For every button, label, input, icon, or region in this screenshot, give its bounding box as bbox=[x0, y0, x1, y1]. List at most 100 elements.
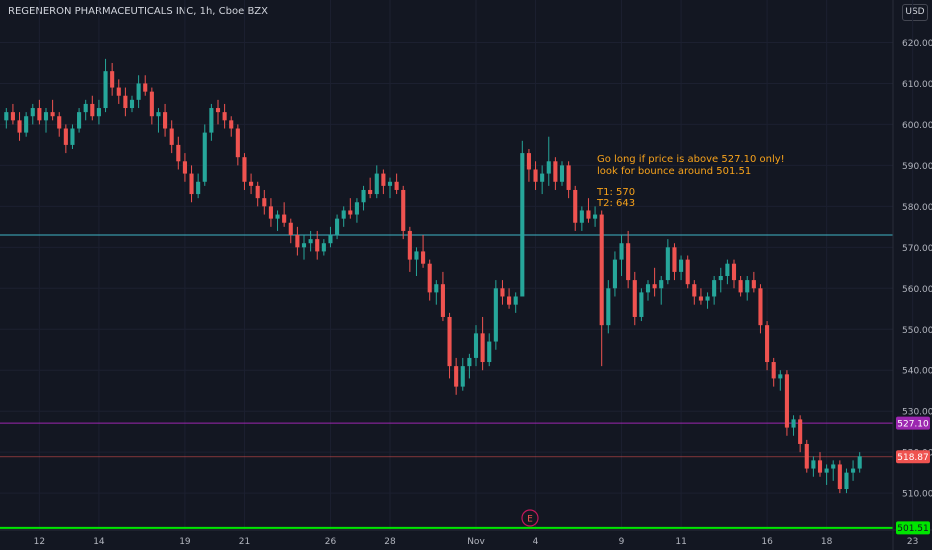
candle-body bbox=[619, 243, 624, 260]
candle-body bbox=[718, 276, 723, 281]
candle bbox=[215, 99, 221, 125]
candle bbox=[705, 292, 710, 309]
candle-body bbox=[50, 112, 55, 117]
candle-body bbox=[645, 284, 651, 293]
candle-body bbox=[824, 468, 829, 473]
candle-body bbox=[354, 202, 359, 215]
annotation-target2: T2: 643 bbox=[596, 198, 635, 209]
x-tick-label: 9 bbox=[619, 537, 625, 547]
candle bbox=[123, 87, 128, 117]
candle bbox=[619, 235, 624, 276]
x-tick-label: 16 bbox=[761, 537, 773, 547]
candle bbox=[758, 284, 763, 334]
candle bbox=[176, 136, 181, 170]
candle-body bbox=[295, 235, 300, 248]
candle-body bbox=[17, 120, 22, 133]
candle bbox=[288, 218, 293, 244]
candle-body bbox=[136, 83, 141, 100]
candle-body bbox=[705, 296, 710, 301]
candle-body bbox=[665, 247, 670, 281]
candle bbox=[169, 120, 174, 154]
candle-body bbox=[235, 128, 240, 158]
candle-body bbox=[414, 251, 419, 260]
candle-body bbox=[37, 108, 42, 121]
candle-body bbox=[249, 181, 254, 186]
candle-body bbox=[275, 214, 280, 219]
earnings-marker[interactable]: E bbox=[521, 509, 539, 527]
candle bbox=[553, 157, 558, 190]
candle bbox=[824, 464, 829, 485]
candle-body bbox=[83, 103, 88, 113]
candle bbox=[136, 75, 141, 109]
candle-body bbox=[268, 206, 273, 219]
candle bbox=[43, 108, 49, 133]
candle-body bbox=[434, 284, 439, 293]
candle-body bbox=[672, 247, 677, 272]
candle bbox=[579, 206, 584, 231]
x-tick-label: 18 bbox=[821, 537, 833, 547]
x-tick-label: 14 bbox=[93, 537, 105, 547]
candle bbox=[731, 259, 737, 289]
candle bbox=[679, 255, 684, 281]
candle-body bbox=[10, 112, 15, 121]
candle-body bbox=[626, 243, 631, 281]
candle-body bbox=[639, 292, 644, 317]
candle bbox=[533, 161, 538, 190]
candle-body bbox=[606, 288, 611, 326]
candle bbox=[116, 79, 121, 104]
price-level-tag bbox=[896, 416, 930, 430]
candle bbox=[851, 460, 856, 481]
candle-body bbox=[507, 296, 512, 305]
candle bbox=[368, 177, 373, 199]
price-level-tag bbox=[896, 450, 930, 464]
candle-body bbox=[4, 112, 9, 121]
candle bbox=[526, 149, 531, 182]
candle-body bbox=[480, 333, 485, 363]
candle-body bbox=[579, 210, 584, 223]
candle-body bbox=[96, 108, 101, 117]
grid-layer bbox=[0, 0, 914, 530]
candle-body bbox=[526, 153, 531, 170]
candle bbox=[328, 226, 333, 248]
candle-body bbox=[341, 210, 346, 219]
candle-body bbox=[685, 259, 690, 285]
candle bbox=[394, 173, 399, 195]
annotation-note-line2: look for bounce around 501.51 bbox=[597, 166, 751, 177]
candle bbox=[57, 112, 62, 137]
candle-body bbox=[659, 280, 664, 289]
candle bbox=[301, 235, 307, 260]
candle bbox=[467, 353, 472, 379]
candle bbox=[771, 357, 776, 387]
candle-body bbox=[513, 296, 518, 305]
candle bbox=[500, 280, 505, 305]
earnings-marker-circle[interactable] bbox=[521, 509, 539, 527]
candle-body bbox=[738, 280, 743, 293]
candle bbox=[480, 316, 485, 371]
candle-body bbox=[778, 374, 783, 379]
candle bbox=[196, 173, 201, 199]
price-level-label: 527.10 bbox=[897, 419, 929, 429]
candle-body bbox=[361, 189, 366, 203]
candle-body bbox=[229, 120, 234, 129]
candle bbox=[507, 288, 512, 309]
candle bbox=[90, 95, 95, 121]
candle-body bbox=[520, 153, 525, 297]
candle-body bbox=[196, 181, 201, 195]
candle bbox=[817, 452, 823, 477]
candle-body bbox=[103, 71, 108, 109]
candle bbox=[447, 312, 452, 379]
candle bbox=[559, 161, 565, 186]
candle-body bbox=[70, 128, 75, 145]
candle bbox=[831, 460, 836, 481]
candle-body bbox=[394, 181, 399, 190]
candle bbox=[414, 247, 419, 276]
candle bbox=[222, 103, 227, 129]
candle-body bbox=[467, 357, 472, 367]
candle bbox=[129, 95, 135, 113]
candle-body bbox=[129, 99, 135, 109]
candle-body bbox=[460, 366, 465, 387]
currency-button[interactable]: USD bbox=[902, 4, 928, 21]
candle bbox=[745, 276, 750, 301]
